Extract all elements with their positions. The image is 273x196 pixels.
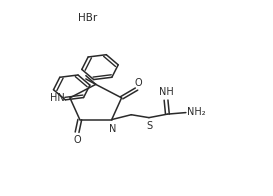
Text: HN: HN: [50, 93, 65, 103]
Text: O: O: [73, 135, 81, 145]
Text: HBr: HBr: [78, 13, 97, 23]
Text: NH₂: NH₂: [187, 107, 206, 117]
Text: O: O: [134, 78, 142, 88]
Text: NH: NH: [159, 87, 174, 97]
Text: S: S: [146, 121, 152, 131]
Text: N: N: [109, 124, 117, 134]
